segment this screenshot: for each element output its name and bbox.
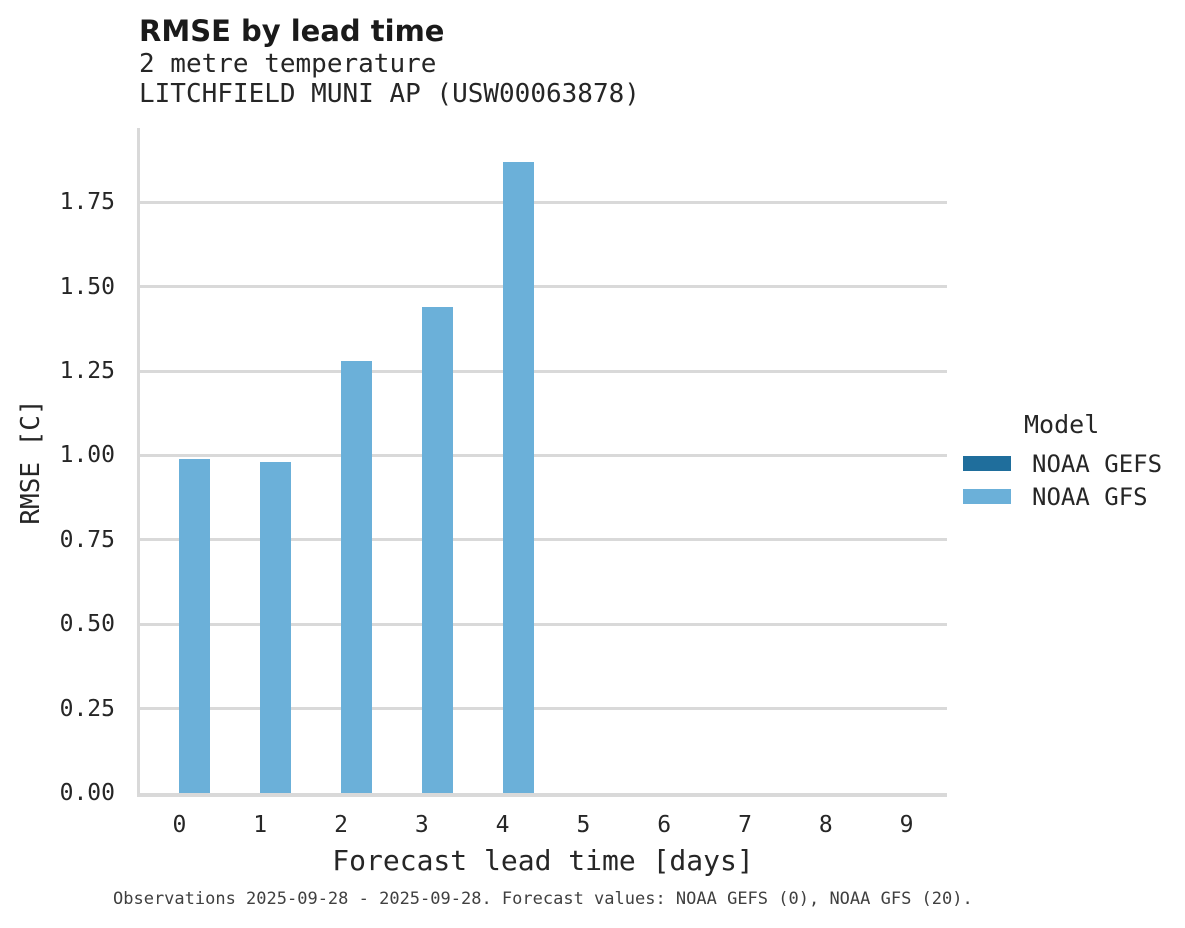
x-axis-title: Forecast lead time [days] — [332, 844, 754, 877]
x-tick-label: 8 — [818, 812, 833, 838]
bar-noaa-gfs-lead-4 — [502, 161, 534, 793]
legend-label: NOAA GEFS — [1032, 449, 1163, 478]
y-tick-label: 0.25 — [59, 695, 115, 722]
legend-label: NOAA GFS — [1032, 482, 1148, 511]
chart-subtitle-variable: 2 metre temperature — [139, 49, 437, 79]
legend-swatch — [963, 489, 1011, 504]
y-tick-label: 1.75 — [59, 189, 115, 216]
x-tick-label: 5 — [576, 812, 591, 838]
y-tick-label: 1.50 — [59, 273, 115, 300]
y-axis-line — [137, 128, 140, 797]
bar-noaa-gfs-lead-1 — [260, 462, 292, 793]
x-tick-label: 6 — [657, 812, 672, 838]
legend-entries: NOAA GEFS NOAA GFS — [963, 447, 1162, 513]
gridline — [139, 538, 947, 542]
x-tick-label: 2 — [334, 812, 348, 838]
x-tick-label: 1 — [253, 812, 268, 838]
y-tick-label: 1.25 — [59, 358, 115, 385]
x-tick-label: 9 — [899, 812, 914, 838]
y-tick-label: 0.00 — [59, 780, 115, 806]
x-tick-label: 3 — [414, 812, 429, 838]
chart-subtitle-station: LITCHFIELD MUNI AP (USW00063878) — [139, 79, 640, 109]
legend: Model NOAA GEFS NOAA GFS — [963, 410, 1162, 513]
bar-noaa-gfs-lead-3 — [421, 306, 453, 793]
legend-entry-noaa-gefs: NOAA GEFS — [963, 447, 1162, 480]
chart-title: RMSE by lead time — [139, 14, 445, 48]
bar-noaa-gfs-lead-2 — [341, 360, 372, 793]
bar-noaa-gfs-lead-0 — [179, 458, 211, 793]
gridline — [139, 285, 947, 289]
legend-swatch — [963, 456, 1011, 471]
y-tick-label: 1.00 — [59, 442, 115, 469]
chart-caption: Observations 2025-09-28 - 2025-09-28. Fo… — [113, 889, 973, 909]
legend-title: Model — [1024, 410, 1100, 439]
gridline — [139, 453, 947, 457]
y-tick-label: 0.50 — [59, 611, 115, 638]
x-tick-label: 4 — [495, 812, 510, 838]
x-tick-label: 0 — [172, 812, 187, 838]
x-tick-label: 7 — [738, 812, 752, 838]
legend-entry-noaa-gfs: NOAA GFS — [963, 480, 1162, 513]
plot-panel — [139, 128, 947, 793]
x-axis-line — [137, 793, 947, 797]
gridline — [139, 622, 947, 626]
gridline — [139, 707, 947, 711]
y-tick-label: 0.75 — [59, 526, 115, 553]
gridline — [139, 200, 947, 204]
gridline — [139, 369, 947, 373]
